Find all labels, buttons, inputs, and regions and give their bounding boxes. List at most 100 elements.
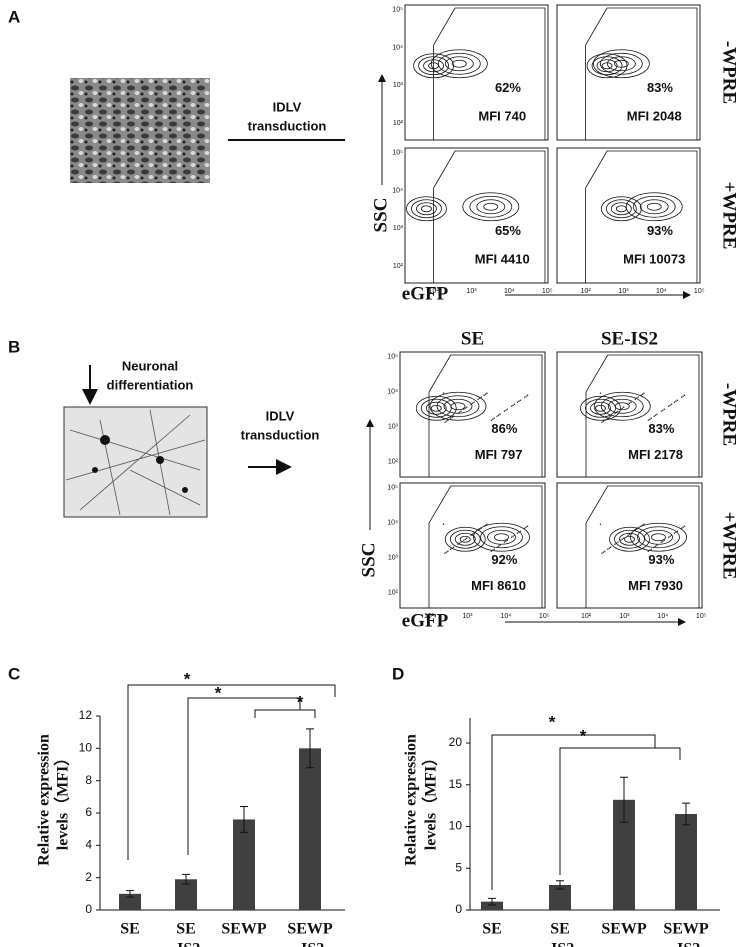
percent-label: 93% bbox=[647, 223, 673, 238]
event-dot bbox=[649, 549, 651, 551]
event-dot bbox=[620, 539, 622, 541]
row-label: +WPRE bbox=[719, 512, 740, 580]
log-tick-label: 10³ bbox=[388, 423, 399, 430]
contour bbox=[613, 59, 629, 68]
event-dot bbox=[526, 394, 529, 396]
event-dot bbox=[647, 550, 650, 552]
gate bbox=[428, 354, 543, 477]
event-dot bbox=[602, 420, 605, 422]
event-dot bbox=[656, 413, 658, 415]
bar bbox=[299, 748, 321, 910]
contour bbox=[586, 53, 628, 79]
y-tick-label: 0 bbox=[455, 902, 462, 916]
gate bbox=[433, 7, 546, 140]
y-tick-label: 10 bbox=[79, 741, 93, 755]
contour bbox=[430, 404, 442, 412]
log-tick-label: 10³ bbox=[618, 288, 629, 295]
contour bbox=[646, 202, 662, 211]
event-dot bbox=[602, 551, 605, 553]
event-dot bbox=[604, 419, 606, 421]
event-dot bbox=[621, 538, 623, 540]
panel-label: B bbox=[8, 337, 20, 356]
log-tick-label: 10³ bbox=[466, 288, 477, 295]
axis-label: SSC bbox=[370, 198, 391, 233]
significance-bracket bbox=[187, 697, 301, 855]
event-dot bbox=[681, 527, 683, 529]
event-dot bbox=[683, 525, 686, 527]
event-dot bbox=[452, 546, 455, 548]
contour bbox=[425, 401, 447, 415]
event-dot bbox=[634, 398, 636, 400]
event-dot bbox=[630, 401, 632, 403]
event-dot bbox=[445, 551, 448, 553]
log-tick-label: 10⁴ bbox=[657, 613, 668, 620]
event-dot bbox=[519, 530, 522, 532]
mfi-label: MFI 740 bbox=[478, 108, 526, 123]
log-tick-label: 10⁵ bbox=[694, 288, 705, 295]
contour bbox=[437, 52, 481, 75]
event-dot bbox=[682, 395, 684, 397]
event-dot bbox=[480, 527, 482, 529]
event-dot bbox=[609, 546, 612, 548]
event-dot bbox=[493, 548, 495, 550]
contour bbox=[487, 529, 516, 545]
row-label: -WPRE bbox=[719, 41, 740, 104]
event-dot bbox=[490, 550, 493, 552]
event-dot bbox=[450, 417, 452, 419]
x-tick-label: SEWP bbox=[287, 921, 333, 938]
significance-star: * bbox=[215, 683, 222, 702]
contour bbox=[609, 526, 650, 552]
event-dot bbox=[513, 403, 516, 405]
gate bbox=[585, 150, 698, 283]
event-dot bbox=[614, 543, 616, 545]
event-dot bbox=[683, 394, 686, 396]
bar bbox=[549, 884, 571, 910]
y-tick-label: 12 bbox=[79, 708, 93, 722]
event-dot bbox=[442, 392, 445, 394]
event-dot bbox=[458, 542, 461, 544]
x-tick-label: SEWP bbox=[221, 921, 267, 938]
event-dot bbox=[676, 530, 679, 532]
contour bbox=[605, 199, 637, 219]
x-tick-label: SEWP bbox=[663, 921, 709, 938]
event-dot bbox=[497, 414, 500, 416]
event-dot bbox=[643, 392, 645, 394]
contour bbox=[601, 62, 613, 70]
event-dot bbox=[675, 531, 677, 533]
event-dot bbox=[525, 526, 527, 528]
event-dot bbox=[505, 409, 507, 411]
cell-image bbox=[70, 78, 210, 183]
event-dot bbox=[623, 537, 625, 539]
contour bbox=[606, 56, 636, 72]
log-tick-label: 10² bbox=[581, 613, 592, 620]
bar bbox=[613, 799, 635, 910]
bar bbox=[119, 893, 141, 910]
event-dot bbox=[662, 540, 664, 542]
step-text: transduction bbox=[241, 427, 320, 442]
gate bbox=[585, 354, 700, 477]
event-dot bbox=[450, 548, 452, 550]
percent-label: 83% bbox=[647, 80, 673, 95]
log-tick-label: 10⁵ bbox=[387, 353, 398, 360]
contour bbox=[429, 391, 487, 421]
event-dot bbox=[649, 418, 651, 420]
event-dot bbox=[628, 533, 631, 535]
event-dot bbox=[676, 399, 679, 401]
event-dot bbox=[609, 415, 612, 417]
panel-label: D bbox=[392, 664, 404, 683]
event-dot bbox=[480, 396, 482, 398]
contour bbox=[411, 199, 442, 219]
contour bbox=[413, 53, 455, 79]
log-tick-label: 10³ bbox=[388, 554, 399, 561]
event-dot bbox=[641, 524, 644, 526]
event-dot bbox=[477, 529, 479, 531]
event-dot bbox=[493, 417, 495, 419]
contour bbox=[480, 526, 523, 549]
mfi-label: MFI 797 bbox=[475, 447, 523, 462]
step-text: IDLV bbox=[266, 408, 295, 423]
event-dot bbox=[669, 404, 671, 406]
event-dot bbox=[505, 540, 507, 542]
event-dot bbox=[660, 410, 663, 412]
contour bbox=[625, 192, 683, 222]
bar bbox=[175, 879, 197, 910]
